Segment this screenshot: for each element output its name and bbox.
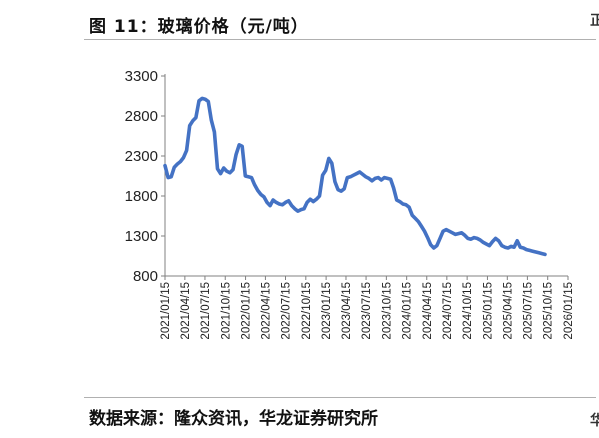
bottom-rule [84,397,596,398]
x-tick-label: 2021/07/15 [200,282,212,340]
x-tick-label: 2024/04/15 [422,282,434,340]
x-tick-label: 2023/01/15 [321,282,333,340]
edge-fragment-top: 正 [590,13,599,29]
x-tick-label: 2025/01/15 [482,282,494,340]
series-line [163,96,547,257]
x-tick-label: 2022/07/15 [281,282,293,340]
x-tick-label: 2025/04/15 [502,282,514,340]
y-tick-label: 3300 [125,68,158,85]
x-tick-label: 2024/01/15 [402,282,414,340]
y-tick-label: 1800 [125,188,158,205]
y-tick-label: 2300 [125,148,158,165]
top-rule [84,39,596,40]
edge-fragment-bottom: 华 [590,413,599,429]
x-tick-label: 2022/01/15 [241,282,253,340]
y-tick-label: 2800 [125,108,158,125]
y-tick-labels: 800 1300 1800 2300 2800 3300 [125,68,158,285]
x-tick-label: 2024/10/15 [462,282,474,340]
x-tick-label: 2022/04/15 [260,282,272,340]
series-layer [163,96,547,257]
x-tick-label: 2021/04/15 [180,282,192,340]
x-tick-label: 2021/10/15 [220,282,232,340]
x-tick-label: 2025/10/15 [543,282,555,340]
x-tick-label: 2022/10/15 [301,282,313,340]
chart-axes [161,74,569,280]
x-tick-label: 2021/01/15 [160,282,172,340]
x-tick-label: 2023/04/15 [341,282,353,340]
x-tick-label: 2026/01/15 [563,282,575,340]
x-tick-label: 2024/07/15 [442,282,454,340]
x-tick-label: 2023/10/15 [381,282,393,340]
x-tick-labels: 2021/01/15 2021/04/15 2021/07/15 2021/10/15… [160,282,575,340]
y-tick-label: 1300 [125,228,158,245]
figure-title: 图 11：玻璃价格（元/吨） [89,17,309,37]
y-tick-label: 800 [133,268,158,285]
x-tick-label: 2025/07/15 [522,282,534,340]
x-tick-label: 2023/07/15 [361,282,373,340]
figure-source: 数据来源：隆众资讯，华龙证券研究所 [89,409,378,429]
